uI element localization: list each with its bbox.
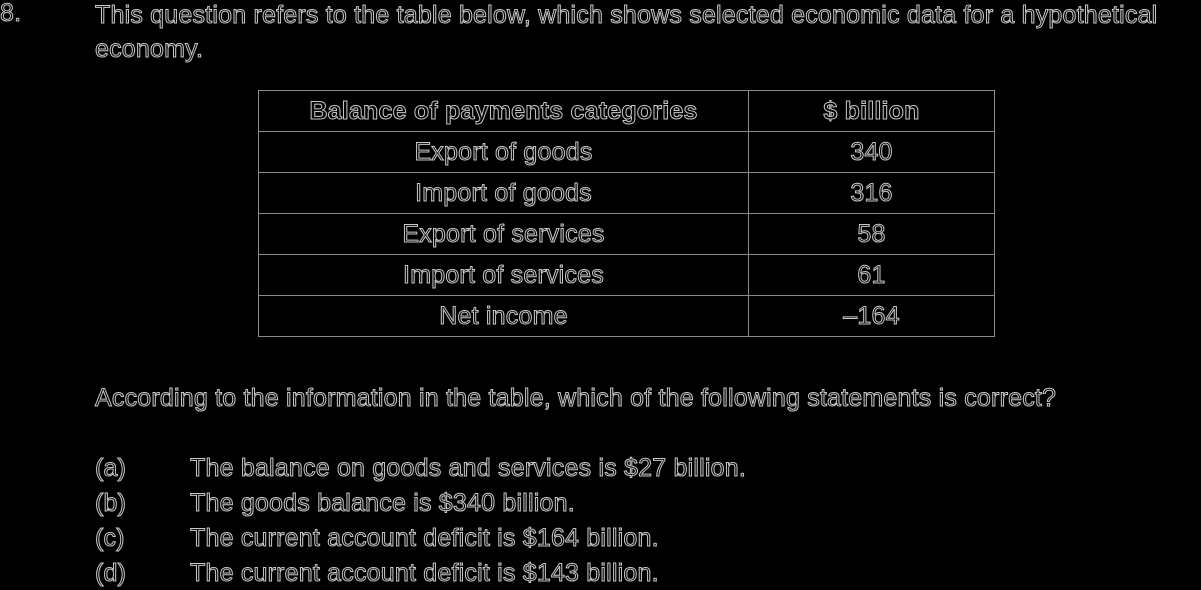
column-header-value: $ billion: [748, 90, 995, 132]
row-category: Import of goods: [258, 172, 749, 214]
question-number: 8.: [0, 0, 22, 28]
option-letter: (a): [95, 454, 127, 483]
table-row: Import of goods 316: [258, 172, 995, 214]
table-row: Export of goods 340: [258, 131, 995, 173]
row-category: Import of services: [258, 254, 749, 296]
question-stem: This question refers to the table below,…: [95, 1, 1158, 64]
table-header-row: Balance of payments categories $ billion: [258, 90, 995, 132]
answer-option-b[interactable]: (b) The goods balance is $340 billion.: [95, 487, 746, 522]
row-value: 61: [748, 254, 995, 296]
option-letter: (d): [95, 559, 127, 588]
column-header-category: Balance of payments categories: [258, 90, 749, 132]
table-row: Import of services 61: [258, 254, 995, 296]
table-row: Export of services 58: [258, 213, 995, 255]
economic-data-table: Balance of payments categories $ billion…: [258, 90, 995, 337]
row-value: 58: [748, 213, 995, 255]
option-text: The current account deficit is $143 bill…: [190, 559, 660, 588]
row-value: –164: [748, 295, 995, 337]
row-category: Export of services: [258, 213, 749, 255]
table-row: Net income –164: [258, 295, 995, 337]
answer-option-d[interactable]: (d) The current account deficit is $143 …: [95, 557, 746, 590]
answer-option-a[interactable]: (a) The balance on goods and services is…: [95, 452, 747, 487]
row-value: 316: [748, 172, 995, 214]
answer-options: (a) The balance on goods and services is…: [95, 452, 747, 590]
option-letter: (b): [95, 489, 127, 518]
option-text: The goods balance is $340 billion.: [190, 489, 576, 518]
option-text: The current account deficit is $164 bill…: [190, 524, 660, 553]
row-category: Export of goods: [258, 131, 749, 173]
option-text: The balance on goods and services is $27…: [190, 454, 747, 483]
row-value: 340: [748, 131, 995, 173]
answer-option-c[interactable]: (c) The current account deficit is $164 …: [95, 522, 746, 557]
question-prompt: According to the information in the tabl…: [94, 384, 1057, 413]
row-category: Net income: [258, 295, 749, 337]
option-letter: (c): [95, 524, 126, 553]
